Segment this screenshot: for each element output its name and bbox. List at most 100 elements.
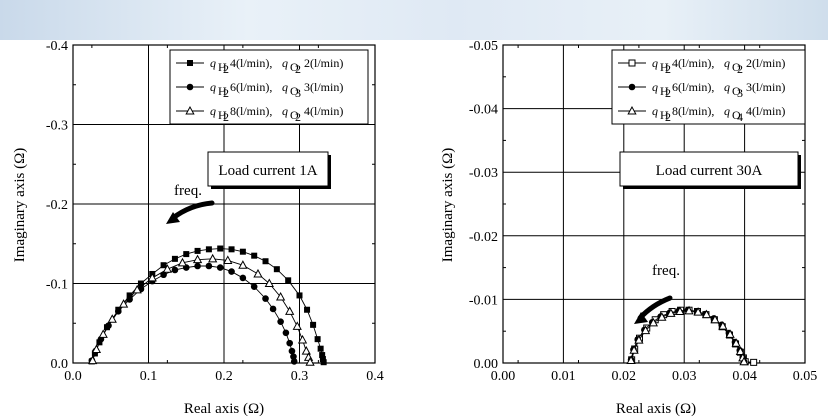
marker-open-triangle	[735, 346, 746, 356]
series-line	[91, 265, 295, 362]
marker-filled-square	[314, 336, 321, 343]
marker-filled-square	[319, 352, 326, 359]
series-line	[92, 258, 311, 363]
legend-subscript: O	[732, 108, 741, 122]
chart-panel-1: 0.0 0.1 0.2 0.3 0.4 0.0 -0.1 -0.2 -0.3 -0.4 Real a…	[12, 39, 384, 417]
legend-entry: q H2 8(l/min), q O4 4(l/min)	[618, 104, 785, 124]
legend-subscript: O	[290, 84, 299, 98]
marker-filled-circle	[250, 283, 258, 290]
marker-filled-circle	[290, 358, 298, 365]
legend-symbol: q	[652, 104, 658, 118]
y-tick-label: -0.05	[469, 39, 498, 54]
x-tick-label: 0.1	[140, 369, 158, 384]
legend-symbol: q	[282, 56, 288, 70]
marker-filled-square	[317, 345, 324, 352]
annotation-text: Load current 1A	[218, 163, 317, 179]
marker-open-triangle	[253, 268, 263, 278]
marker-open-triangle	[725, 329, 735, 338]
marker-filled-circle	[282, 329, 290, 337]
marker-filled-square	[217, 245, 224, 252]
marker-open-triangle	[666, 308, 676, 317]
marker-open-triangle	[305, 357, 315, 366]
y-tick-label: 0.00	[474, 357, 499, 372]
y-tick-label: -0.4	[46, 39, 68, 54]
legend-value: 4(l/min),	[672, 56, 714, 70]
marker-filled-square	[137, 280, 144, 287]
x-tick-label: 0.4	[366, 369, 384, 384]
marker-open-triangle	[657, 312, 667, 321]
legend-value: 2(l/min)	[746, 56, 785, 70]
series-2	[88, 262, 298, 365]
legend-symbol: q	[210, 56, 216, 70]
x-tick-label: 0.04	[732, 369, 757, 384]
marker-open-triangle	[132, 284, 142, 294]
legend-subscript: O	[732, 60, 741, 74]
legend-value: 8(l/min),	[230, 104, 272, 118]
marker-open-triangle	[177, 257, 188, 267]
legend-value: 2(l/min)	[304, 56, 343, 70]
series-1	[628, 306, 758, 366]
marker-open-triangle	[731, 338, 741, 347]
marker-filled-square	[262, 258, 269, 265]
freq-arrow-head	[166, 212, 180, 224]
y-tick-label: -0.03	[469, 166, 498, 181]
legend-symbol: q	[282, 80, 288, 94]
marker-filled-square	[160, 262, 167, 269]
legend-entry: q H2 4(l/min), q O2 2(l/min)	[176, 56, 343, 76]
legend-value: 8(l/min),	[672, 104, 714, 118]
y-axis-label: Imaginary axis (Ω)	[12, 148, 28, 262]
legend-entry: q H2 6(l/min), q O3 3(l/min)	[176, 80, 343, 100]
legend-value: 4(l/min)	[304, 104, 343, 118]
x-tick-label: 0.0	[64, 369, 82, 384]
y-tick-label: -0.3	[46, 119, 68, 134]
legend-value: 6(l/min),	[230, 80, 272, 94]
x-tick-label: 0.00	[491, 369, 516, 384]
marker-open-triangle	[192, 254, 203, 264]
x-tick-label: 0.3	[291, 369, 309, 384]
legend-symbol: q	[724, 56, 730, 70]
marker-filled-circle	[216, 264, 224, 271]
marker-filled-circle	[194, 262, 201, 270]
legend-symbol: q	[210, 80, 216, 94]
marker-filled-square	[273, 266, 280, 273]
annotation-box	[207, 151, 329, 187]
y-tick-label: -0.01	[469, 293, 498, 308]
marker-open-triangle	[710, 314, 720, 324]
marker-filled-circle	[277, 318, 284, 325]
marker-open-triangle	[701, 309, 712, 319]
marker-filled-circle	[205, 262, 213, 270]
marker-filled-circle	[262, 295, 269, 302]
marker-filled-square	[205, 246, 212, 253]
annotation-box	[619, 151, 799, 187]
y-axis-label: Imaginary axis (Ω)	[440, 148, 456, 262]
marker-open-triangle	[629, 345, 639, 354]
marker-open-triangle	[627, 105, 637, 115]
marker-open-triangle	[634, 335, 644, 344]
marker-open-triangle	[684, 305, 694, 315]
legend-value: 3(l/min)	[304, 80, 343, 94]
freq-arrow-head	[634, 312, 648, 324]
marker-open-triangle	[275, 291, 286, 301]
x-tick-label: 0.02	[612, 369, 637, 384]
legend-subscript: 3	[295, 86, 301, 100]
x-axis-label: Real axis (Ω)	[616, 401, 696, 417]
series-line	[631, 309, 754, 363]
legend-subscript: 2	[223, 110, 229, 124]
marker-filled-circle	[286, 339, 293, 347]
legend-entry: q H2 4(l/min), q O2 2(l/min)	[618, 56, 785, 76]
marker-open-triangle	[285, 306, 295, 315]
marker-filled-square	[183, 251, 190, 258]
legend-value: 4(l/min),	[230, 56, 272, 70]
marker-open-triangle	[264, 278, 274, 287]
plot-frame	[502, 44, 806, 364]
marker-open-triangle	[301, 346, 311, 355]
x-tick-label: 0.03	[672, 369, 697, 384]
legend-symbol: q	[724, 80, 730, 94]
legend-subscript: O	[290, 108, 299, 122]
marker-filled-circle	[288, 347, 296, 355]
marker-filled-square	[319, 356, 326, 363]
freq-label: freq.	[652, 263, 680, 279]
legend-subscript: 2	[665, 86, 671, 100]
legend-symbol: q	[282, 104, 288, 118]
